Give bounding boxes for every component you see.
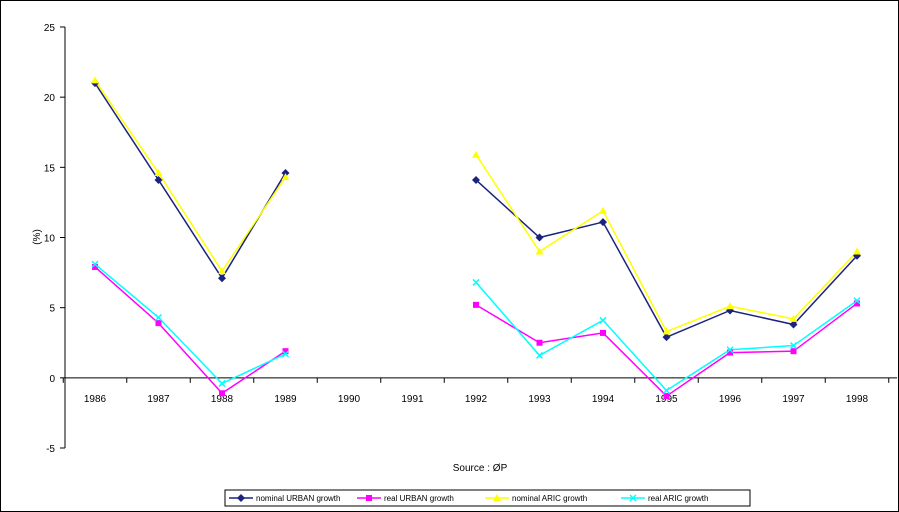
data-point-nominal-aric-growth [726, 302, 734, 310]
data-point-real-urban-growth [600, 329, 606, 336]
y-tick-label: 0 [49, 374, 55, 385]
data-point-real-aric-growth [281, 350, 290, 358]
data-point-nominal-urban-growth [662, 333, 671, 342]
data-point-nominal-aric-growth [281, 173, 290, 181]
x-tick-label: 1989 [274, 394, 297, 405]
x-tick-label: 1990 [338, 394, 361, 405]
x-tick-label: 1992 [465, 394, 488, 405]
legend-marker [493, 494, 501, 501]
legend-item-real-urban-growth: real URBAN growth [357, 494, 454, 503]
y-tick-label: 10 [44, 234, 56, 245]
data-point-nominal-aric-growth [599, 206, 607, 214]
data-point-real-aric-growth [472, 278, 480, 286]
series-line-nominal-aric-growth [94, 79, 287, 273]
data-point-real-aric-growth [789, 342, 798, 350]
data-point-real-urban-growth [663, 393, 670, 400]
legend-marker [366, 495, 372, 501]
y-tick-label: 5 [49, 304, 55, 315]
legend: nominal URBAN growth real URBAN growth nom… [224, 489, 751, 507]
data-point-real-urban-growth [282, 348, 289, 355]
data-point-real-aric-growth [599, 316, 607, 324]
data-point-real-aric-growth [726, 346, 734, 354]
y-axis-label: (%) [32, 229, 43, 245]
legend-marker [237, 494, 245, 502]
data-point-real-urban-growth [92, 263, 98, 270]
series-line-real-aric-growth [94, 263, 286, 385]
data-point-nominal-urban-growth [218, 274, 226, 283]
y-tick-label: 20 [44, 93, 56, 104]
legend-item-real-aric-growth: real ARIC growth [621, 494, 708, 503]
x-tick-label: 1996 [719, 394, 742, 405]
x-tick-label: 1991 [401, 394, 424, 405]
data-point-nominal-aric-growth [789, 314, 798, 322]
x-tick-label: 1997 [782, 394, 805, 405]
legend-item-nominal-aric-growth: nominal ARIC growth [485, 494, 587, 503]
data-point-nominal-aric-growth [662, 327, 671, 335]
data-point-real-aric-growth [535, 351, 544, 359]
data-point-nominal-urban-growth [472, 175, 480, 184]
data-point-real-aric-growth [91, 260, 99, 268]
legend-label: real URBAN growth [384, 494, 454, 503]
data-point-nominal-urban-growth [599, 218, 607, 227]
x-tick-label: 1987 [147, 394, 170, 405]
data-point-real-aric-growth [853, 297, 861, 305]
data-point-nominal-aric-growth [472, 150, 480, 158]
y-tick-label: 15 [44, 163, 56, 174]
data-point-nominal-urban-growth [535, 233, 544, 242]
data-point-nominal-urban-growth [281, 168, 290, 177]
data-point-real-aric-growth [662, 386, 671, 394]
x-tick-label: 1988 [211, 394, 234, 405]
legend-label: nominal URBAN growth [256, 494, 340, 503]
data-point-nominal-urban-growth [789, 320, 798, 329]
y-tick-label: 25 [44, 23, 56, 34]
data-point-nominal-urban-growth [154, 175, 163, 184]
data-point-nominal-aric-growth [853, 247, 861, 255]
y-tick-label: -5 [46, 444, 55, 455]
data-point-nominal-aric-growth [218, 267, 226, 275]
data-point-nominal-aric-growth [154, 168, 163, 176]
data-point-real-urban-growth [727, 349, 733, 356]
legend-label: nominal ARIC growth [512, 494, 587, 503]
series-line-real-urban-growth [94, 266, 286, 395]
legend-item-nominal-urban-growth: nominal URBAN growth [229, 494, 340, 503]
x-tick-label: 1986 [84, 394, 107, 405]
series-line-nominal-urban-growth [94, 82, 287, 280]
source-note: Source : ØP [453, 463, 508, 474]
data-point-real-aric-growth [218, 379, 226, 387]
legend-label: real ARIC growth [648, 494, 708, 503]
data-point-real-urban-growth [536, 339, 543, 346]
x-tick-label: 1994 [592, 394, 615, 405]
data-point-real-urban-growth [155, 320, 162, 327]
data-point-nominal-aric-growth [91, 76, 99, 84]
x-tick-label: 1995 [655, 394, 678, 405]
data-point-real-urban-growth [790, 348, 797, 355]
x-tick-label: 1993 [528, 394, 551, 405]
data-point-real-urban-growth [219, 390, 225, 397]
data-point-real-urban-growth [473, 301, 479, 308]
legend-marker [629, 494, 637, 502]
data-point-real-urban-growth [854, 300, 860, 307]
x-tick-label: 1998 [846, 394, 869, 405]
data-point-real-aric-growth [154, 313, 163, 322]
data-point-nominal-aric-growth [535, 247, 544, 255]
